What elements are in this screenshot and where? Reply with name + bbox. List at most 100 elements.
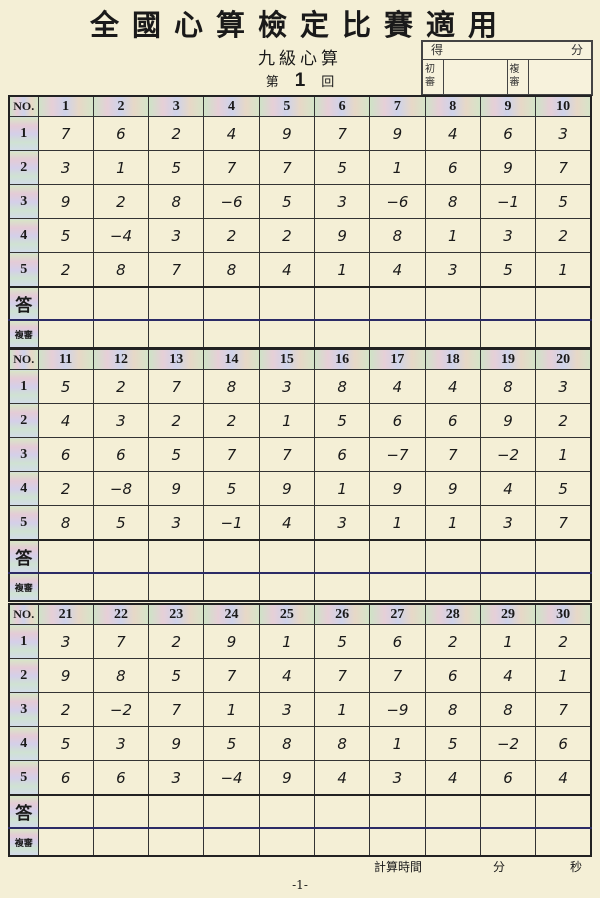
review-field[interactable] [37,572,94,602]
row-label: 4 [8,726,39,761]
review-field[interactable] [535,319,592,349]
answer-field[interactable] [203,286,260,321]
answer-field[interactable] [479,794,537,829]
number-cell: 7 [148,692,205,727]
review-field[interactable] [37,319,94,349]
answer-field[interactable] [424,539,481,574]
number-cell: 4 [369,369,426,404]
number-cell: 3 [148,218,205,253]
answer-field[interactable] [37,539,94,574]
review-field[interactable] [148,827,205,857]
answer-field[interactable] [424,794,481,829]
answer-field[interactable] [92,539,150,574]
review-field[interactable] [369,319,426,349]
number-cell: 8 [424,184,481,219]
number-cell: −8 [92,471,150,506]
review-field[interactable] [479,827,537,857]
review-label: 複審 [8,572,39,602]
second-review-label: 複審 [508,60,529,94]
answer-field[interactable] [479,539,537,574]
answer-field[interactable] [258,286,315,321]
number-cell: 8 [313,726,371,761]
answer-field[interactable] [535,286,592,321]
review-field[interactable] [92,319,150,349]
number-cell: 2 [37,471,94,506]
question-number: 11 [37,348,94,370]
review-field[interactable] [258,319,315,349]
row-label: 3 [8,692,39,727]
review-field[interactable] [535,827,592,857]
answer-field[interactable] [203,539,260,574]
answer-field[interactable] [148,539,205,574]
number-cell: 1 [369,505,426,541]
answer-field[interactable] [313,794,371,829]
answer-field[interactable] [479,286,537,321]
answer-field[interactable] [92,286,150,321]
review-field[interactable] [479,572,537,602]
review-field[interactable] [203,827,260,857]
answer-field[interactable] [369,794,426,829]
review-field[interactable] [148,319,205,349]
answer-field[interactable] [258,794,315,829]
answer-field[interactable] [37,794,94,829]
answer-field[interactable] [148,794,205,829]
answer-field[interactable] [313,286,371,321]
review-field[interactable] [203,319,260,349]
review-field[interactable] [92,572,150,602]
review-field[interactable] [313,572,371,602]
review-field[interactable] [535,572,592,602]
number-cell: 6 [313,437,371,472]
number-cell: 6 [92,437,150,472]
number-cell: 3 [258,692,315,727]
answer-field[interactable] [535,539,592,574]
review-field[interactable] [424,827,481,857]
review-field[interactable] [203,572,260,602]
review-field[interactable] [479,319,537,349]
review-field[interactable] [258,827,315,857]
number-cell: −1 [479,184,537,219]
question-number: 25 [258,603,315,625]
number-cell: 4 [424,760,481,796]
number-cell: 3 [92,403,150,438]
answer-field[interactable] [369,539,426,574]
second-review-field[interactable] [529,60,592,94]
answer-field[interactable] [37,286,94,321]
review-field[interactable] [369,827,426,857]
answer-field[interactable] [535,794,592,829]
review-field[interactable] [424,319,481,349]
number-cell: 4 [424,369,481,404]
question-number: 22 [92,603,150,625]
review-field[interactable] [313,827,371,857]
answer-field[interactable] [148,286,205,321]
answer-field[interactable] [258,539,315,574]
review-field[interactable] [369,572,426,602]
number-cell: 3 [369,760,426,796]
number-cell: 6 [479,760,537,796]
answer-field[interactable] [92,794,150,829]
answer-field[interactable] [369,286,426,321]
number-cell: 7 [535,505,592,541]
first-review-field[interactable] [444,60,508,94]
number-cell: 4 [258,505,315,541]
review-field[interactable] [424,572,481,602]
number-cell: 4 [203,116,260,151]
answer-field[interactable] [424,286,481,321]
review-field[interactable] [37,827,94,857]
number-cell: 3 [92,726,150,761]
row-label: 3 [8,437,39,472]
page-number: -1- [292,878,308,892]
review-field[interactable] [92,827,150,857]
question-number: 28 [424,603,481,625]
answer-field[interactable] [203,794,260,829]
review-label: 複審 [8,319,39,349]
review-field[interactable] [258,572,315,602]
number-cell: 5 [479,252,537,288]
review-field[interactable] [148,572,205,602]
question-number: 3 [148,95,205,117]
answer-field[interactable] [313,539,371,574]
number-cell: 5 [203,471,260,506]
question-number: 16 [313,348,371,370]
review-field[interactable] [313,319,371,349]
